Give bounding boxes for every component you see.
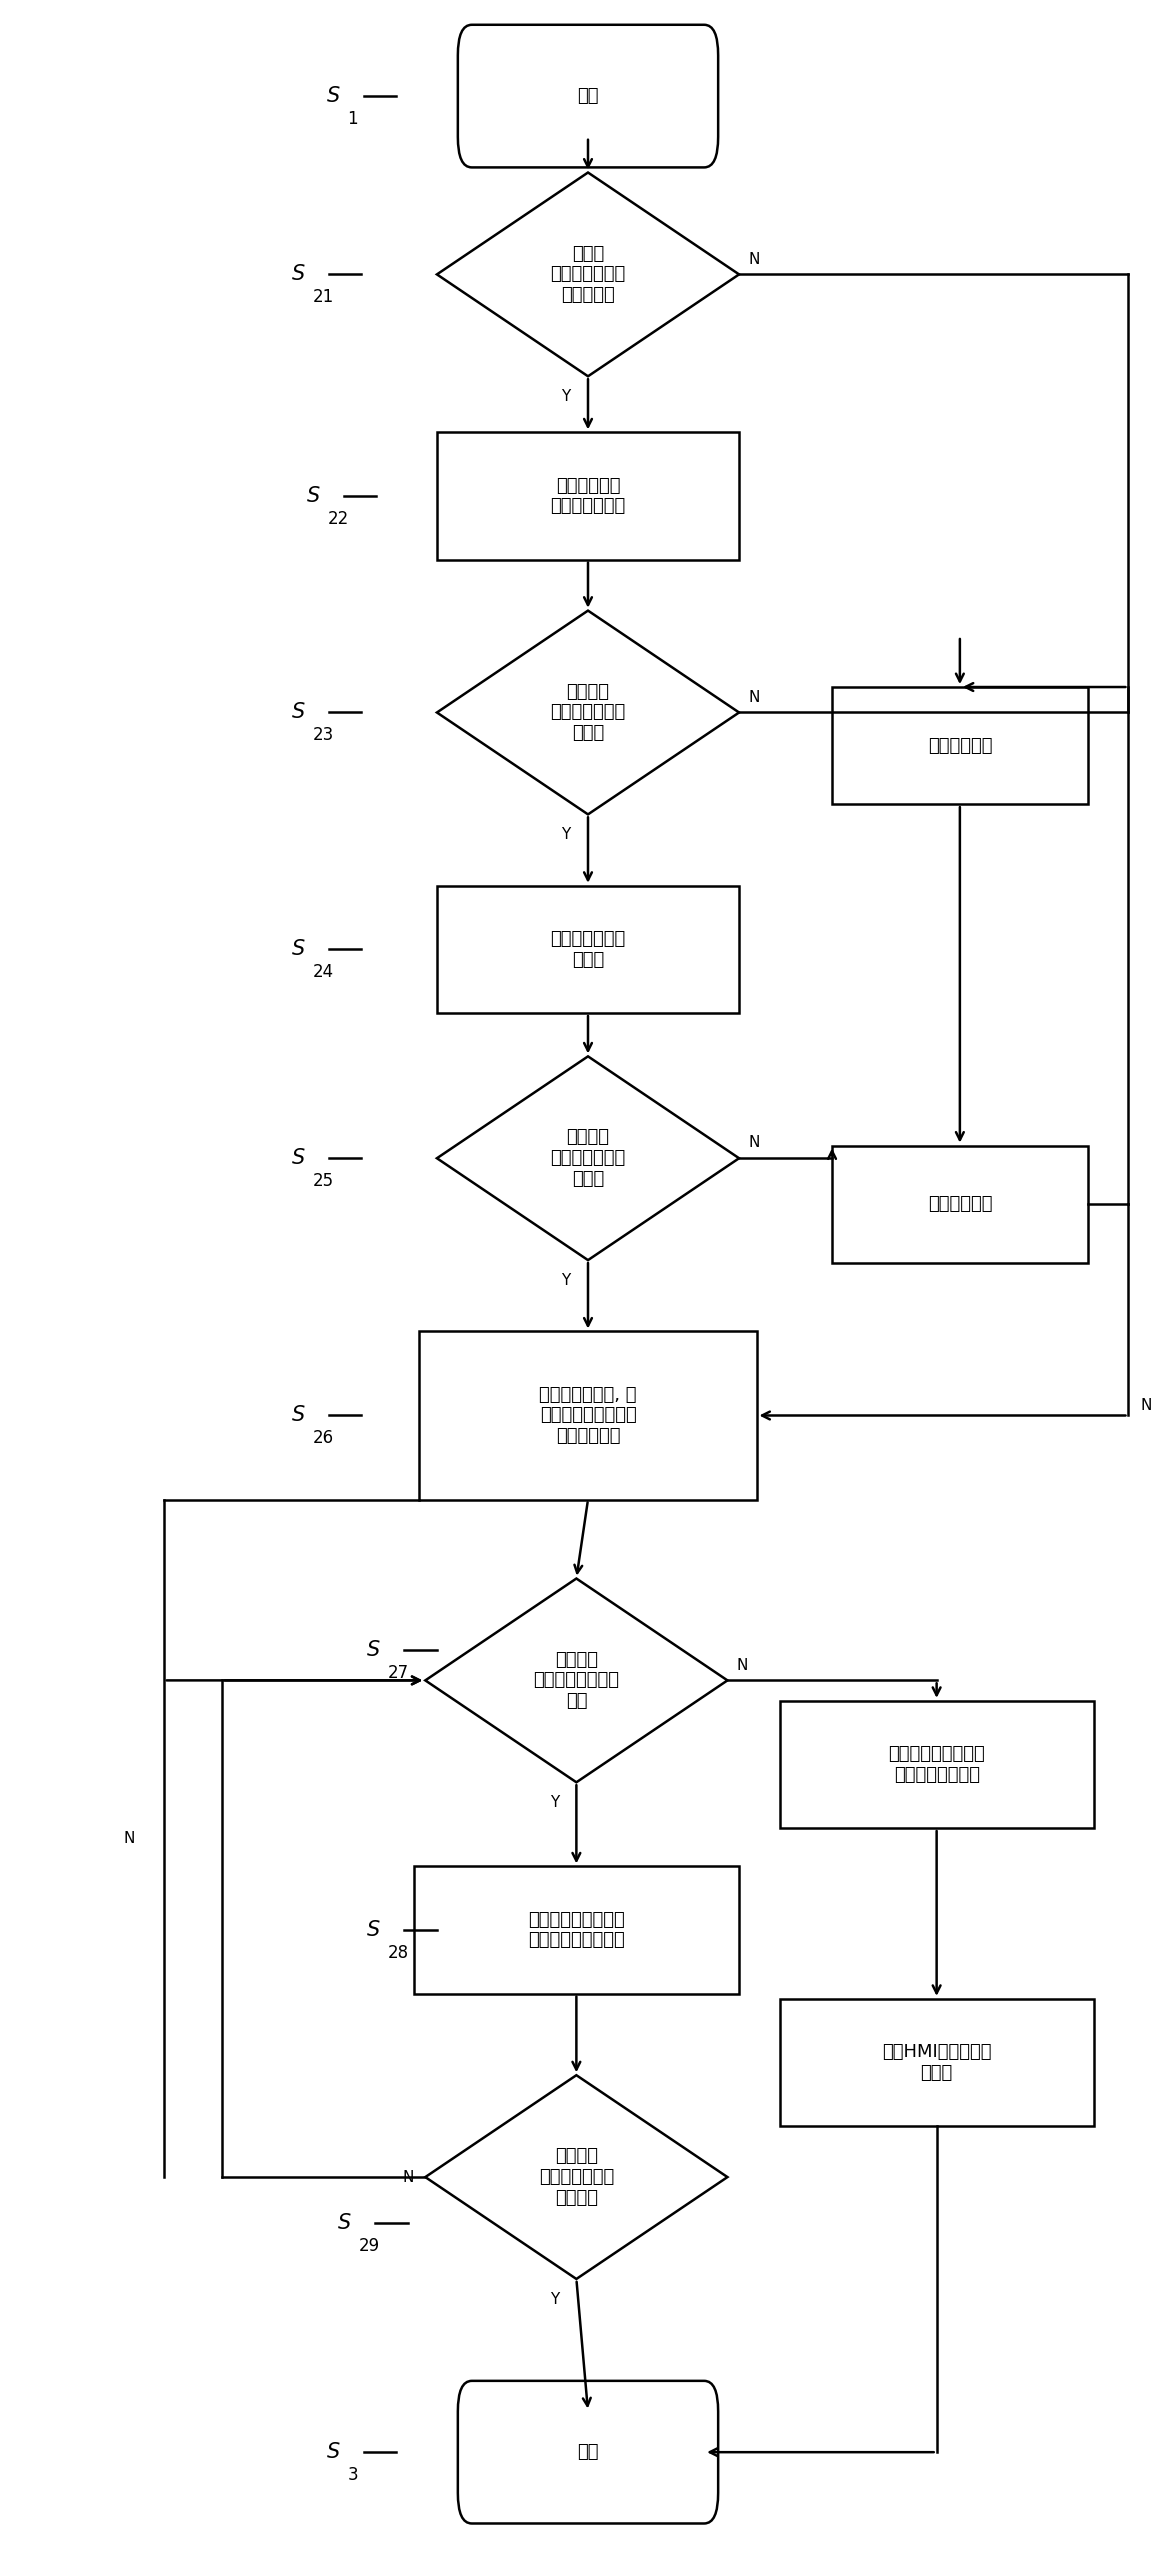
Polygon shape bbox=[437, 610, 739, 814]
Text: S: S bbox=[292, 1147, 305, 1168]
Text: N: N bbox=[402, 2169, 414, 2185]
Bar bbox=[780, 1998, 1094, 2126]
Text: Y: Y bbox=[561, 389, 570, 405]
Text: 判断当
前是否有释放控
制命令发出: 判断当 前是否有释放控 制命令发出 bbox=[550, 246, 626, 305]
Text: 设置HMI故障以及报
警显示: 设置HMI故障以及报 警显示 bbox=[882, 2044, 991, 2082]
Bar bbox=[780, 1701, 1094, 1829]
Text: 电卡钳在释放阶段故
障（到底、卡住）: 电卡钳在释放阶段故 障（到底、卡住） bbox=[888, 1744, 985, 1785]
FancyBboxPatch shape bbox=[457, 26, 719, 166]
Bar bbox=[833, 686, 1088, 804]
Text: 监控电机
电流是否处于启
动阶段: 监控电机 电流是否处于启 动阶段 bbox=[550, 684, 626, 743]
Text: 3: 3 bbox=[347, 2466, 358, 2484]
Text: S: S bbox=[292, 702, 305, 722]
Text: 28: 28 bbox=[388, 1944, 409, 1962]
Text: N: N bbox=[1140, 1398, 1151, 1414]
Polygon shape bbox=[426, 2074, 728, 2279]
Text: 启动阶段计算电
机内阻: 启动阶段计算电 机内阻 bbox=[550, 930, 626, 968]
Text: N: N bbox=[123, 1831, 135, 1846]
FancyBboxPatch shape bbox=[457, 2382, 719, 2523]
Bar bbox=[414, 1867, 739, 1992]
Text: Y: Y bbox=[561, 827, 570, 843]
Bar bbox=[420, 1332, 756, 1501]
Text: 电机启动堵转: 电机启动堵转 bbox=[928, 1196, 993, 1214]
Text: Y: Y bbox=[561, 1273, 570, 1288]
Text: S: S bbox=[292, 1406, 305, 1426]
Text: 24: 24 bbox=[313, 963, 334, 981]
Text: S: S bbox=[327, 2443, 340, 2461]
Polygon shape bbox=[437, 1055, 739, 1260]
Text: S: S bbox=[367, 1639, 381, 1660]
Bar bbox=[437, 433, 739, 561]
Text: 监控当前释放
指令的执行过程: 监控当前释放 指令的执行过程 bbox=[550, 476, 626, 515]
Text: N: N bbox=[748, 1135, 760, 1150]
Text: S: S bbox=[292, 940, 305, 960]
Text: 25: 25 bbox=[313, 1173, 334, 1191]
Text: N: N bbox=[748, 689, 760, 704]
Text: S: S bbox=[307, 487, 320, 507]
Polygon shape bbox=[437, 172, 739, 376]
Text: S: S bbox=[367, 1921, 381, 1941]
Bar bbox=[437, 886, 739, 1014]
Text: S: S bbox=[339, 2213, 352, 2233]
Text: 电机无法启动: 电机无法启动 bbox=[928, 738, 993, 755]
Text: 23: 23 bbox=[313, 727, 334, 745]
Text: 结束: 结束 bbox=[577, 2443, 599, 2461]
Text: 判断电机
电流是否处于怠速
阶段: 判断电机 电流是否处于怠速 阶段 bbox=[534, 1652, 620, 1711]
Text: 电卡钳制动摩擦片与
制动盘间隙设置阶段: 电卡钳制动摩擦片与 制动盘间隙设置阶段 bbox=[528, 1911, 624, 1949]
Bar bbox=[833, 1145, 1088, 1263]
Text: Y: Y bbox=[549, 2292, 559, 2307]
Text: S: S bbox=[327, 87, 340, 105]
Text: 29: 29 bbox=[359, 2236, 380, 2254]
Text: N: N bbox=[748, 251, 760, 266]
Text: 1: 1 bbox=[347, 110, 358, 128]
Text: Y: Y bbox=[549, 1795, 559, 1811]
Text: N: N bbox=[736, 1657, 748, 1672]
Polygon shape bbox=[426, 1578, 728, 1782]
Text: 26: 26 bbox=[313, 1429, 334, 1447]
Text: S: S bbox=[292, 264, 305, 284]
Text: 21: 21 bbox=[313, 289, 334, 307]
Text: 27: 27 bbox=[388, 1665, 409, 1683]
Text: 判断电机
电流是否处于下
降阶段: 判断电机 电流是否处于下 降阶段 bbox=[550, 1129, 626, 1188]
Text: 电机正常的启动, 电
机转速估算模型启动
进行转速估算: 电机正常的启动, 电 机转速估算模型启动 进行转速估算 bbox=[540, 1386, 636, 1444]
Text: 22: 22 bbox=[328, 510, 349, 528]
Text: 判断电卡
钳制动间隙是否
满足标准: 判断电卡 钳制动间隙是否 满足标准 bbox=[539, 2146, 614, 2208]
Text: 开始: 开始 bbox=[577, 87, 599, 105]
